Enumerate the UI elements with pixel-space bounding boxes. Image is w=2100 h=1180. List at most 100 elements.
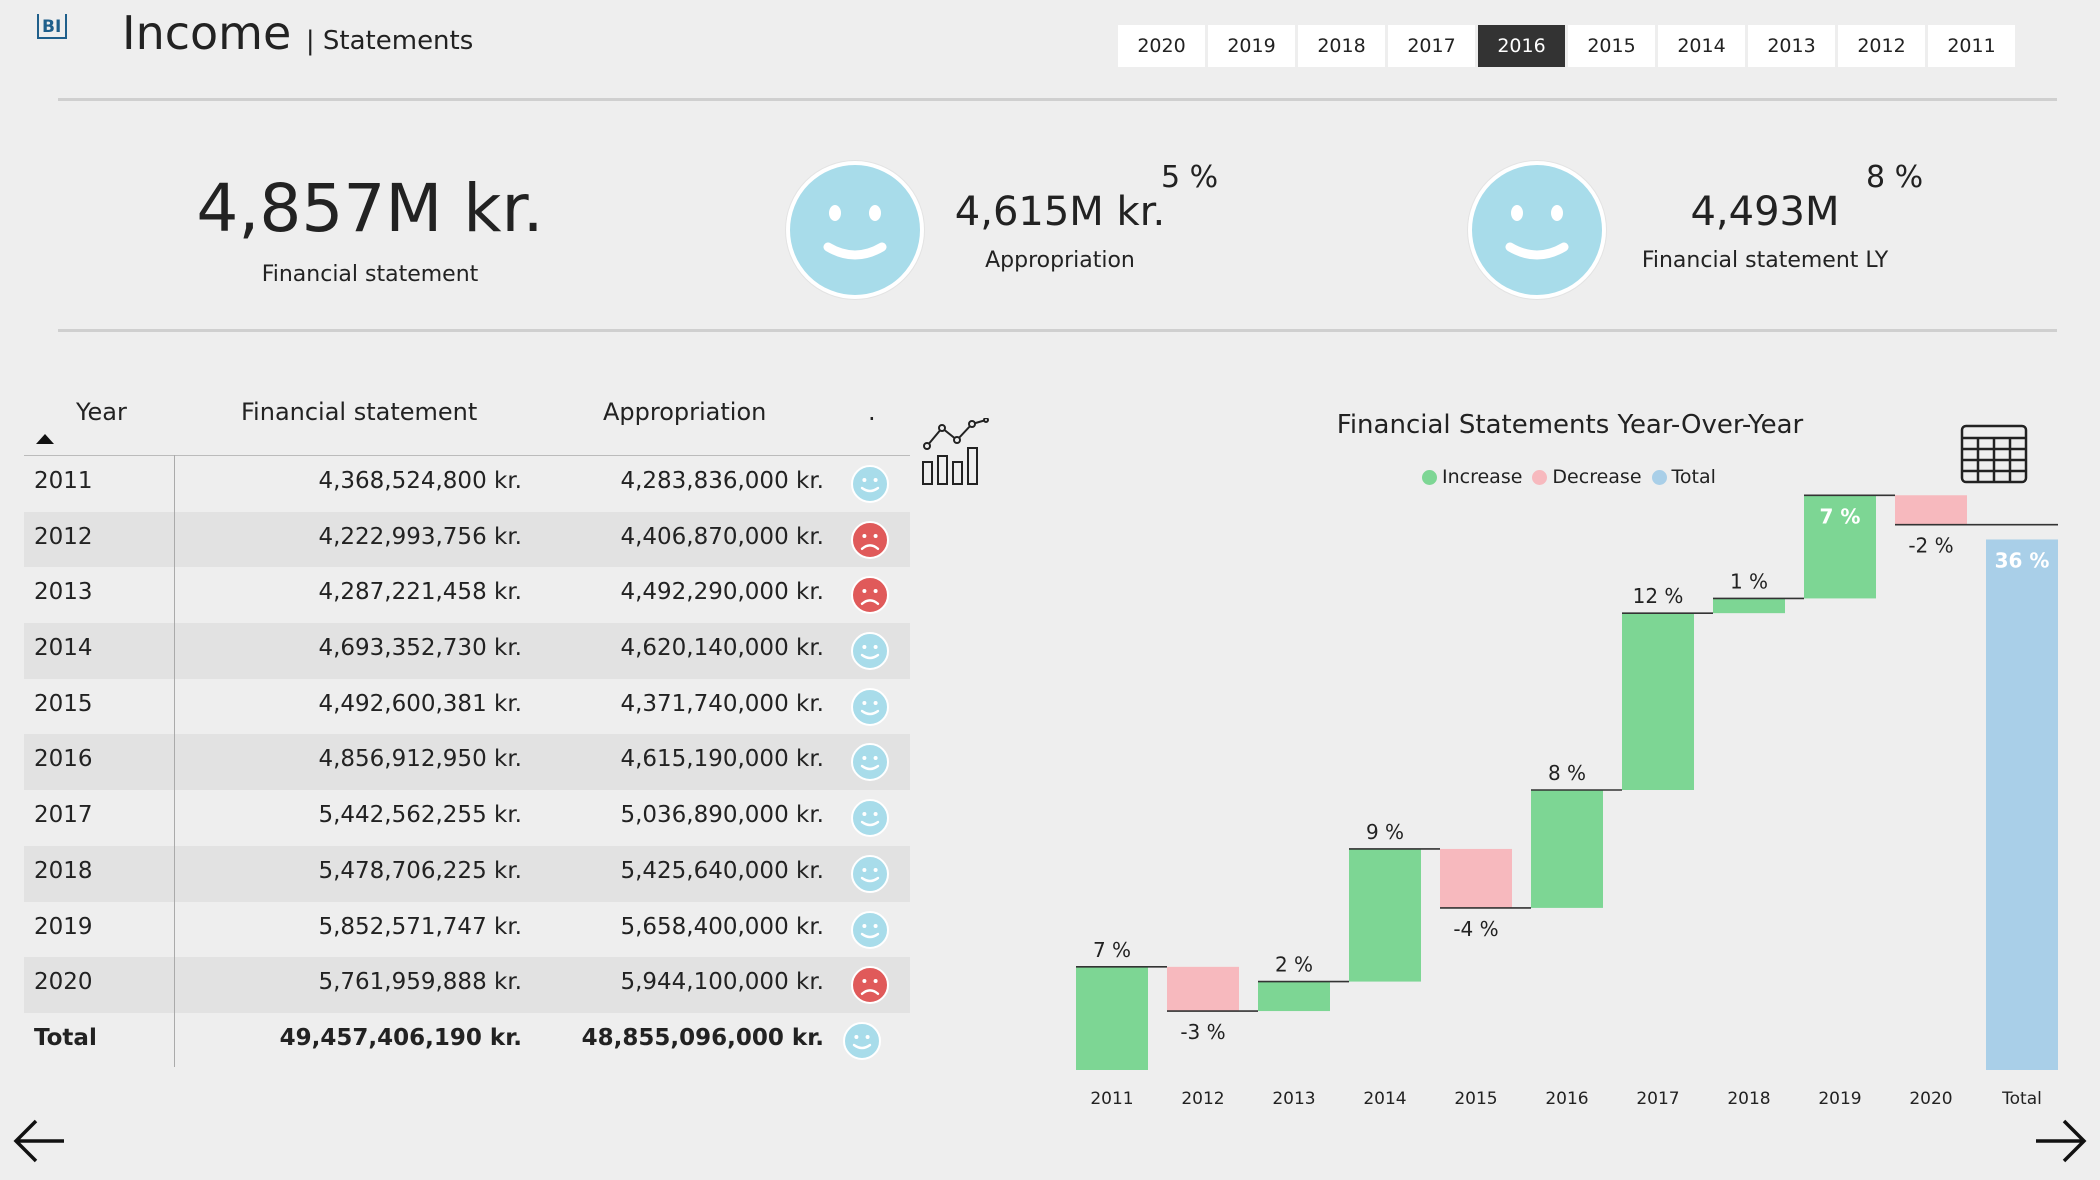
divider xyxy=(58,98,2057,101)
year-tab-2011[interactable]: 2011 xyxy=(1928,25,2015,67)
sad-face-icon xyxy=(850,520,890,566)
cell-appropriation: 4,371,740,000 kr. xyxy=(620,690,824,717)
table-row[interactable]: 2011 4,368,524,800 kr. 4,283,836,000 kr. xyxy=(24,456,910,512)
cell-appropriation: 4,615,190,000 kr. xyxy=(620,746,824,773)
legend-dot xyxy=(1532,469,1548,485)
legend-label: Total xyxy=(1671,466,1716,488)
chart-legend: Increase Decrease Total xyxy=(1422,466,1716,488)
cell-year: Total xyxy=(34,1024,97,1051)
table-row[interactable]: 2013 4,287,221,458 kr. 4,492,290,000 kr. xyxy=(24,567,910,623)
table-row[interactable]: 2020 5,761,959,888 kr. 5,944,100,000 kr. xyxy=(24,957,910,1013)
kpi-pct: 8 % xyxy=(1866,160,1924,195)
cell-appropriation: 5,036,890,000 kr. xyxy=(620,802,824,829)
page-title: Income | Statements xyxy=(122,6,473,60)
cell-financial-statement: 4,287,221,458 kr. xyxy=(318,579,522,606)
column-header-financial-statement[interactable]: Financial statement xyxy=(241,398,478,426)
table-row[interactable]: 2016 4,856,912,950 kr. 4,615,190,000 kr. xyxy=(24,734,910,791)
bar-2018 xyxy=(1713,598,1785,614)
bar-2016 xyxy=(1531,790,1603,908)
cell-financial-statement: 49,457,406,190 kr. xyxy=(279,1024,522,1051)
legend-item-total[interactable]: Total xyxy=(1651,466,1716,488)
happy-face-icon xyxy=(850,854,890,900)
happy-face-icon xyxy=(850,631,890,677)
cell-appropriation: 48,855,096,000 kr. xyxy=(581,1024,824,1051)
kpi-label: Financial statement LY xyxy=(1641,248,1889,273)
column-header-year[interactable]: Year xyxy=(76,398,127,426)
x-tick-label: 2011 xyxy=(1090,1089,1133,1109)
table-row[interactable]: 2019 5,852,571,747 kr. 5,658,400,000 kr. xyxy=(24,902,910,958)
chart-title: Financial Statements Year-Over-Year xyxy=(1336,410,1804,440)
title-sub: | Statements xyxy=(305,26,474,56)
year-tab-2013[interactable]: 2013 xyxy=(1748,25,1835,67)
cell-financial-statement: 4,856,912,950 kr. xyxy=(318,746,522,773)
arrow-right-icon[interactable] xyxy=(2034,1118,2088,1168)
data-label: 1 % xyxy=(1730,569,1768,593)
divider xyxy=(58,329,2057,332)
table-total-row[interactable]: Total 49,457,406,190 kr. 48,855,096,000 kr… xyxy=(24,1013,910,1069)
legend-item-increase[interactable]: Increase xyxy=(1422,466,1522,488)
x-tick-label: 2012 xyxy=(1181,1089,1224,1109)
cell-financial-statement: 5,852,571,747 kr. xyxy=(318,913,522,940)
legend-dot xyxy=(1422,469,1437,485)
cell-appropriation: 4,492,290,000 kr. xyxy=(620,579,824,606)
data-label: -4 % xyxy=(1453,917,1498,941)
year-tab-2018[interactable]: 2018 xyxy=(1298,25,1385,67)
data-label: 36 % xyxy=(1995,548,2050,572)
kpi-financial-statement-ly: 4,493M Financial statement LY xyxy=(1620,192,1910,273)
kpi-value: 4,857M kr. xyxy=(196,170,544,247)
year-tab-2016[interactable]: 2016 xyxy=(1478,25,1565,67)
table-row[interactable]: 2015 4,492,600,381 kr. 4,371,740,000 kr. xyxy=(24,679,910,735)
line-bar-chart-icon[interactable] xyxy=(920,417,992,490)
bar-2015 xyxy=(1440,848,1512,908)
table-row[interactable]: 2014 4,693,352,730 kr. 4,620,140,000 kr. xyxy=(24,623,910,679)
year-tab-2014[interactable]: 2014 xyxy=(1658,25,1745,67)
bar-2020 xyxy=(1895,495,1967,525)
table-grid-icon[interactable] xyxy=(1960,424,2028,488)
cell-appropriation: 5,944,100,000 kr. xyxy=(620,969,824,996)
x-tick-label: 2014 xyxy=(1363,1089,1406,1109)
sad-face-icon xyxy=(850,965,890,1011)
arrow-left-icon[interactable] xyxy=(12,1118,66,1168)
column-header-status[interactable]: . xyxy=(868,398,876,426)
x-tick-label: 2017 xyxy=(1636,1089,1679,1109)
year-tab-2012[interactable]: 2012 xyxy=(1838,25,1925,67)
cell-financial-statement: 5,761,959,888 kr. xyxy=(318,969,522,996)
svg-text:BI: BI xyxy=(42,17,61,37)
cell-financial-statement: 4,693,352,730 kr. xyxy=(318,635,522,662)
bar-2013 xyxy=(1258,981,1330,1012)
data-label: 9 % xyxy=(1366,820,1404,844)
x-tick-label: 2020 xyxy=(1909,1089,1952,1109)
happy-face-icon xyxy=(850,742,890,788)
data-label: 7 % xyxy=(1820,504,1861,528)
year-tab-2017[interactable]: 2017 xyxy=(1388,25,1475,67)
year-tab-2020[interactable]: 2020 xyxy=(1118,25,1205,67)
data-label: 8 % xyxy=(1548,761,1586,785)
bar-2014 xyxy=(1349,848,1421,982)
x-tick-label: 2015 xyxy=(1454,1089,1497,1109)
table-row[interactable]: 2012 4,222,993,756 kr. 4,406,870,000 kr. xyxy=(24,511,910,568)
happy-face-icon xyxy=(850,910,890,956)
cell-year: 2016 xyxy=(34,746,93,773)
table-row[interactable]: 2018 5,478,706,225 kr. 5,425,640,000 kr. xyxy=(24,845,910,902)
year-tab-2015[interactable]: 2015 xyxy=(1568,25,1655,67)
cell-appropriation: 5,658,400,000 kr. xyxy=(620,913,824,940)
data-label: 12 % xyxy=(1633,584,1684,608)
data-label: 7 % xyxy=(1093,938,1131,962)
title-main: Income xyxy=(122,6,292,60)
x-tick-label: 2019 xyxy=(1818,1089,1861,1109)
kpi-value: 4,615M kr. xyxy=(954,189,1166,235)
cell-year: 2014 xyxy=(34,635,93,662)
table-row[interactable]: 2017 5,442,562,255 kr. 5,036,890,000 kr. xyxy=(24,790,910,846)
happy-face-icon xyxy=(850,687,890,733)
bar-Total xyxy=(1986,539,2058,1070)
legend-item-decrease[interactable]: Decrease xyxy=(1532,466,1642,488)
year-tab-2019[interactable]: 2019 xyxy=(1208,25,1295,67)
sort-ascending-icon[interactable] xyxy=(36,434,54,444)
happy-face-icon xyxy=(1468,161,1606,299)
bar-2011 xyxy=(1076,966,1148,1070)
cell-financial-statement: 5,478,706,225 kr. xyxy=(318,857,522,884)
cell-year: 2017 xyxy=(34,802,93,829)
column-header-appropriation[interactable]: Appropriation xyxy=(603,398,767,426)
cell-appropriation: 4,620,140,000 kr. xyxy=(620,635,824,662)
cell-year: 2012 xyxy=(34,523,93,550)
